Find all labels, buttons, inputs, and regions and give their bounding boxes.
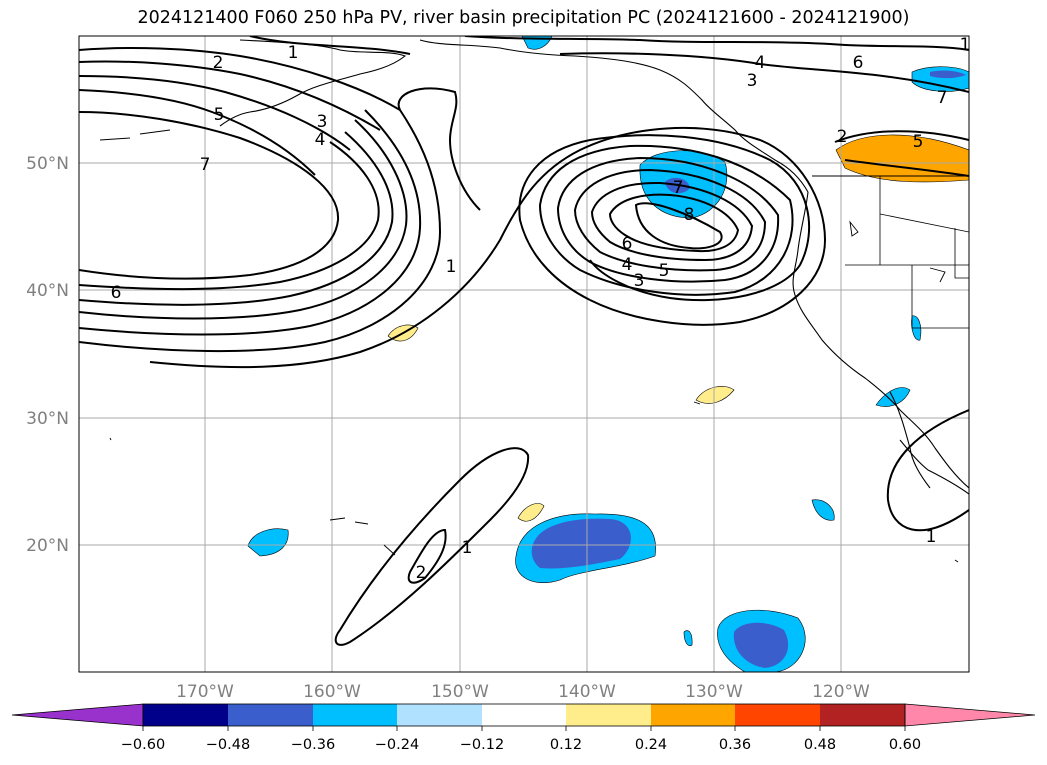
contour-labels: 1 2 5 3 4 7 6 1 4 3 6 7 1 2 5 7 8 6 4 3 … — [111, 35, 971, 583]
mexico-coast — [899, 439, 969, 495]
pv-contour-se — [886, 409, 969, 532]
contour-label: 1 — [288, 43, 299, 63]
colorbar-tick-label: −0.12 — [460, 737, 504, 753]
contour-label: 4 — [315, 130, 326, 150]
lat-tick-label: 40°N — [26, 281, 69, 301]
contour-label: 1 — [926, 527, 937, 547]
gridlines — [79, 36, 969, 672]
lat-tick-label: 50°N — [26, 154, 69, 174]
pv-contour-south-2 — [407, 528, 447, 584]
plot-frame — [78, 35, 970, 673]
lon-tick-label: 140°W — [558, 682, 616, 702]
pv-contours — [79, 36, 969, 646]
precip-positive-small-3 — [517, 503, 545, 522]
contour-label: 3 — [317, 112, 328, 132]
colorbar-under-extension — [11, 703, 144, 727]
pv-contour-ne — [834, 130, 969, 177]
colorbar-tick-label: 0.24 — [635, 737, 667, 753]
lat-tick-label: 20°N — [26, 536, 69, 556]
baja — [889, 391, 931, 489]
colorbar-bin — [651, 704, 735, 726]
contour-label: 6 — [622, 234, 633, 254]
colorbar-tick-label: −0.48 — [206, 737, 250, 753]
pv-contour-center-8 — [634, 202, 723, 250]
colorbar-tick-label: 0.12 — [550, 737, 582, 753]
contour-label: 7 — [937, 88, 948, 108]
contour-label: 1 — [446, 257, 457, 277]
contour-label: 5 — [214, 105, 225, 125]
alaska-coast — [219, 39, 407, 127]
latitude-labels: 20°N 30°N 40°N 50°N — [26, 154, 69, 556]
islands — [99, 129, 959, 563]
map-title: 2024121400 F060 250 hPa PV, river basin … — [137, 8, 910, 28]
colorbar-tick-label: 0.36 — [719, 737, 751, 753]
lon-tick-label: 150°W — [431, 682, 489, 702]
contour-label: 2 — [213, 53, 224, 73]
pv-contour-south-1 — [334, 447, 530, 646]
precip-negative-hawaii — [247, 528, 289, 557]
contour-label: 2 — [837, 127, 848, 147]
precip-negative-mexico — [811, 499, 835, 521]
contour-label: 7 — [673, 178, 684, 198]
colorbar-tick-label: −0.24 — [375, 737, 419, 753]
contour-label: 5 — [913, 132, 924, 152]
colorbar-bin — [397, 704, 482, 726]
contour-label: 1 — [960, 35, 971, 55]
colorbar-bin — [566, 704, 651, 726]
lon-tick-label: 170°W — [176, 682, 234, 702]
pv-contour-east-1 — [518, 134, 811, 302]
contour-label: 8 — [684, 205, 695, 225]
north-america-coast — [792, 191, 969, 489]
lon-tick-label: 160°W — [303, 682, 361, 702]
colorbar-bin — [228, 704, 313, 726]
contour-label: 3 — [634, 271, 645, 291]
precip-negative-small — [683, 630, 693, 647]
longitude-labels: 170°W 160°W 150°W 140°W 130°W 120°W — [176, 682, 870, 702]
colorbar-bin — [820, 704, 905, 726]
pv-contour-west-inner — [79, 111, 340, 280]
contour-label: 1 — [462, 538, 473, 558]
precip-shading — [247, 36, 969, 672]
colorbar: −0.60 −0.48 −0.36 −0.24 −0.12 0.12 0.24 … — [11, 703, 1036, 753]
colorbar-tick-label: 0.60 — [889, 737, 921, 753]
contour-label: 5 — [659, 261, 670, 281]
precip-positive-small-2 — [695, 386, 735, 404]
coastlines — [99, 39, 969, 563]
contour-label: 4 — [755, 53, 766, 73]
colorbar-tick-label: 0.48 — [804, 737, 836, 753]
lon-tick-label: 120°W — [812, 682, 870, 702]
contour-label: 4 — [622, 255, 633, 275]
colorbar-bin — [313, 704, 397, 726]
lat-tick-label: 30°N — [26, 409, 69, 429]
lon-tick-label: 130°W — [685, 682, 743, 702]
contour-label: 3 — [747, 71, 758, 91]
precip-positive-north — [835, 134, 969, 183]
colorbar-bin — [735, 704, 820, 726]
state-borders — [845, 176, 969, 329]
contour-label: 6 — [853, 53, 864, 73]
colorbar-tick-label: −0.36 — [291, 737, 335, 753]
colorbar-bin — [143, 704, 228, 726]
colorbar-tick-label: −0.60 — [121, 737, 165, 753]
colorbar-bin — [482, 704, 566, 726]
contour-label: 7 — [200, 155, 211, 175]
contour-label: 6 — [111, 283, 122, 303]
plot-area: 1 2 5 3 4 7 6 1 4 3 6 7 1 2 5 7 8 6 4 3 … — [79, 35, 971, 672]
colorbar-over-extension — [904, 703, 1036, 727]
contour-label: 2 — [416, 563, 427, 583]
